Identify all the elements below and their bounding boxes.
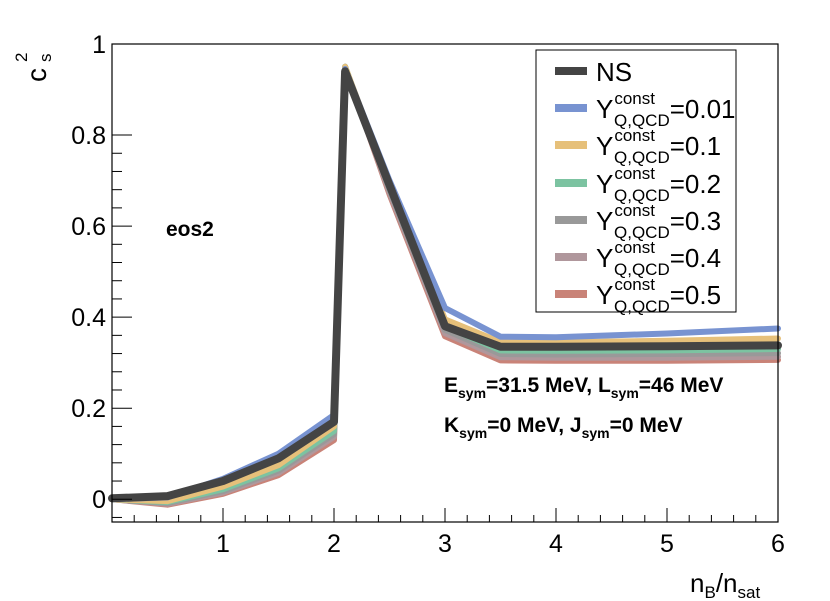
legend-entry-yq-01: Yconst Q,QCD=0.1 xyxy=(555,126,721,167)
y-tick-label: 0.4 xyxy=(71,304,106,332)
y-axis-title-sup: 2 xyxy=(12,53,31,62)
x-tick-label: 5 xyxy=(660,530,674,558)
legend-label: Yconst Q,QCD=0.4 xyxy=(596,238,721,279)
y-tick-label: 0.8 xyxy=(71,122,106,150)
eos-label: eos2 xyxy=(166,218,214,241)
series-line-0 xyxy=(108,67,782,503)
legend: NS Yconst Q,QCD=0.01 Yconst Q,QCD=0.1 Ycon… xyxy=(535,49,737,316)
legend-entry-yq-03: Yconst Q,QCD=0.3 xyxy=(555,201,721,242)
y-tick-label: 0 xyxy=(92,486,106,514)
esym-lsym-annotation: Esym=31.5 MeV, Lsym=46 MeV xyxy=(444,374,723,401)
y-axis-title: c 2 s xyxy=(12,53,55,82)
legend-label: Yconst Q,QCD=0.01 xyxy=(596,89,736,130)
x-tick-label: 6 xyxy=(771,530,785,558)
legend-label: Yconst Q,QCD=0.1 xyxy=(596,126,721,167)
legend-label: Yconst Q,QCD=0.5 xyxy=(596,275,721,316)
legend-label: Yconst Q,QCD=0.3 xyxy=(596,201,721,242)
legend-label: NS xyxy=(596,57,632,87)
x-tick-label: 2 xyxy=(327,530,341,558)
ksym-jsym-annotation: Ksym=0 MeV, Jsym=0 MeV xyxy=(444,414,683,441)
y-axis-title-main: c xyxy=(21,68,52,82)
y-axis-title-sub: s xyxy=(36,54,55,63)
series-layer xyxy=(108,63,782,508)
y-tick-label: 0.6 xyxy=(71,213,106,241)
legend-entry-ns: NS xyxy=(555,57,632,87)
x-tick-label: 3 xyxy=(438,530,452,558)
legend-label: Yconst Q,QCD=0.2 xyxy=(596,164,721,205)
legend-entry-yq-02: Yconst Q,QCD=0.2 xyxy=(555,164,721,205)
x-axis-title: nB/nsat xyxy=(690,568,760,601)
y-tick-label: 0.2 xyxy=(71,395,106,423)
tick-layer: 1 2 3 4 5 6 0 0.2 0.4 0.6 0.8 1 xyxy=(71,31,785,558)
x-tick-label: 1 xyxy=(216,530,230,558)
legend-entry-yq-05: Yconst Q,QCD=0.5 xyxy=(555,275,721,316)
legend-entry-yq-04: Yconst Q,QCD=0.4 xyxy=(555,238,721,279)
x-tick-label: 4 xyxy=(549,530,563,558)
y-tick-label: 1 xyxy=(92,31,106,59)
legend-entry-yq-001: Yconst Q,QCD=0.01 xyxy=(555,89,736,130)
